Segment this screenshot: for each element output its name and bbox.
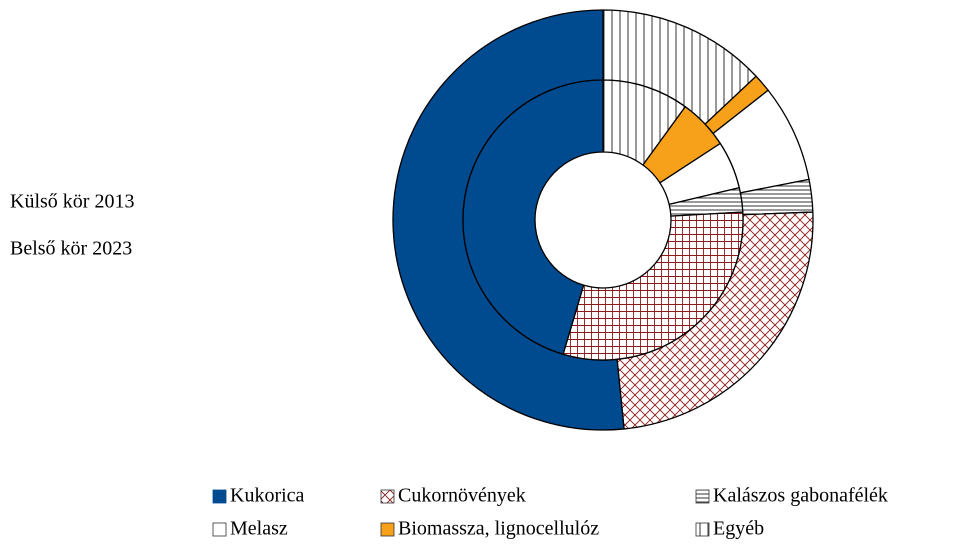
legend-label: Cukornövények xyxy=(398,485,526,507)
legend-swatch xyxy=(380,489,395,504)
legend-label: Biomassza, lignocellulóz xyxy=(398,518,599,540)
legend-swatch xyxy=(212,522,227,537)
legend-label: Kukorica xyxy=(230,485,305,507)
legend-label: Egyéb xyxy=(713,518,764,540)
legend-label: Melasz xyxy=(230,518,288,540)
legend-swatch xyxy=(695,522,710,537)
legend-swatch xyxy=(695,489,710,504)
donut-segment xyxy=(562,211,744,361)
donut-segment xyxy=(462,79,604,356)
series-label: Külső kör 2013 xyxy=(10,191,134,213)
legend-swatch xyxy=(380,522,395,537)
series-label: Belső kör 2023 xyxy=(10,238,132,260)
legend-swatch xyxy=(212,489,227,504)
legend-label: Kalászos gabonafélék xyxy=(713,485,888,507)
